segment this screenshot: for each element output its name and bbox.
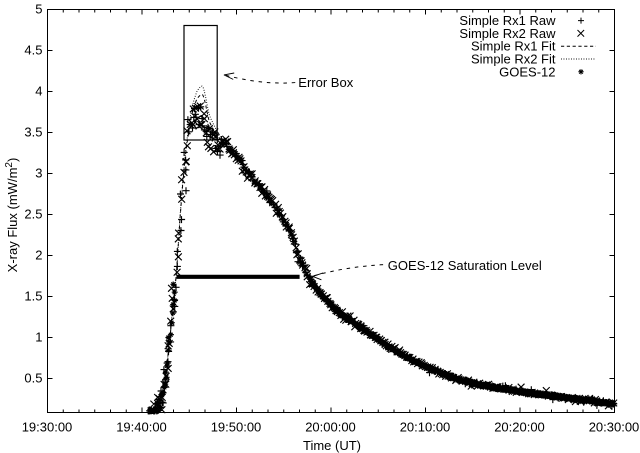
svg-text:20:00:00: 20:00:00 <box>305 420 356 435</box>
svg-text:19:50:00: 19:50:00 <box>211 420 262 435</box>
svg-text:5: 5 <box>35 2 42 17</box>
svg-text:19:30:00: 19:30:00 <box>22 420 73 435</box>
svg-text:4.5: 4.5 <box>24 43 42 58</box>
svg-text:4: 4 <box>35 84 42 99</box>
svg-text:1: 1 <box>35 330 42 345</box>
svg-text:0.5: 0.5 <box>24 371 42 386</box>
svg-text:2.5: 2.5 <box>24 207 42 222</box>
svg-text:20:30:00: 20:30:00 <box>589 420 640 435</box>
svg-text:Simple Rx2 Raw: Simple Rx2 Raw <box>459 26 556 41</box>
svg-text:Simple Rx1 Raw: Simple Rx1 Raw <box>459 13 556 28</box>
svg-text:20:20:00: 20:20:00 <box>494 420 545 435</box>
svg-text:GOES-12: GOES-12 <box>499 64 555 79</box>
svg-text:3.5: 3.5 <box>24 125 42 140</box>
svg-text:GOES-12 Saturation Level: GOES-12 Saturation Level <box>388 258 542 273</box>
svg-text:20:10:00: 20:10:00 <box>400 420 451 435</box>
svg-text:Error Box: Error Box <box>298 75 353 90</box>
svg-text:2: 2 <box>35 248 42 263</box>
svg-text:1.5: 1.5 <box>24 289 42 304</box>
svg-text:Simple Rx1 Fit: Simple Rx1 Fit <box>471 39 556 54</box>
svg-text:19:40:00: 19:40:00 <box>116 420 167 435</box>
svg-text:Time (UT): Time (UT) <box>303 438 361 453</box>
svg-text:Simple Rx2 Fit: Simple Rx2 Fit <box>471 52 556 67</box>
svg-text:X-ray Flux (mW/m2): X-ray Flux (mW/m2) <box>4 158 20 273</box>
svg-text:3: 3 <box>35 166 42 181</box>
